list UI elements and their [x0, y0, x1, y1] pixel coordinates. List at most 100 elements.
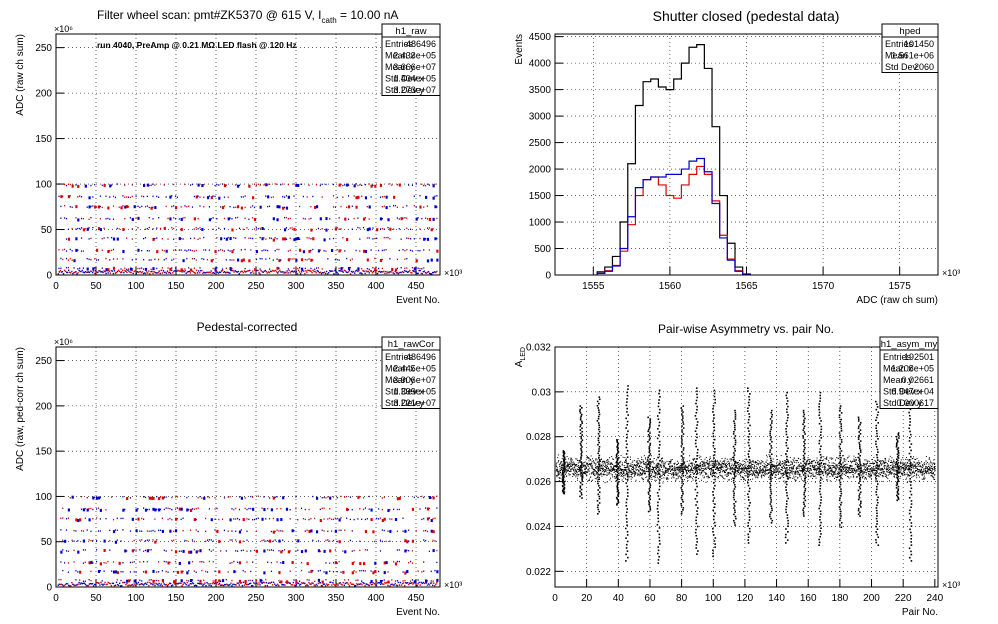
data-point: [801, 471, 803, 473]
data-point: [90, 570, 92, 573]
data-point: [814, 465, 816, 467]
data-point: [193, 195, 195, 198]
data-point: [811, 462, 813, 464]
data-point: [238, 227, 241, 230]
data-point: [434, 540, 436, 542]
data-point: [822, 462, 824, 464]
data-point: [102, 584, 104, 586]
data-point: [637, 472, 639, 474]
data-point: [577, 477, 579, 479]
data-point: [564, 473, 566, 475]
data-point: [660, 459, 662, 461]
data-point: [241, 270, 244, 273]
data-point: [569, 463, 571, 465]
data-point: [735, 475, 737, 477]
data-point: [740, 472, 742, 474]
data-point: [692, 468, 694, 470]
data-point: [289, 570, 291, 572]
data-point: [193, 217, 196, 221]
data-point: [174, 550, 178, 554]
data-point: [808, 467, 810, 469]
data-point: [135, 272, 137, 275]
data-point: [220, 270, 223, 272]
data-point: [769, 465, 771, 467]
data-point: [635, 465, 637, 467]
data-point: [791, 463, 793, 465]
data-point: [789, 467, 791, 469]
data-point: [603, 461, 605, 463]
data-point: [327, 518, 329, 520]
data-point: [156, 508, 158, 511]
data-point: [574, 469, 576, 471]
data-point: [112, 570, 116, 574]
data-point: [700, 459, 702, 461]
data-point: [242, 228, 244, 230]
data-point: [127, 579, 131, 583]
data-point: [96, 206, 98, 208]
data-point: [211, 582, 213, 585]
data-point: [276, 496, 278, 498]
data-point: [747, 471, 749, 473]
data-point: [133, 561, 135, 563]
data-point: [622, 468, 624, 470]
data-point: [115, 271, 118, 274]
data-point: [434, 195, 436, 197]
data-point: [263, 270, 265, 273]
data-point: [758, 472, 760, 474]
data-point: [310, 238, 312, 240]
data-point: [685, 469, 687, 471]
data-point: [615, 475, 617, 477]
data-point: [802, 466, 804, 468]
data-point: [259, 578, 262, 582]
data-point: [724, 474, 726, 476]
data-point: [368, 268, 370, 271]
data-point: [392, 272, 394, 274]
data-point: [618, 469, 620, 471]
data-point: [254, 582, 256, 585]
data-point: [341, 270, 343, 272]
data-point: [351, 508, 353, 511]
data-point: [267, 561, 269, 563]
data-point: [742, 477, 744, 479]
data-point: [610, 470, 612, 472]
data-point: [732, 471, 734, 473]
data-point: [325, 270, 328, 273]
x-tick-label: 200: [863, 593, 880, 604]
data-point: [755, 465, 757, 467]
data-point: [794, 473, 796, 475]
y-tick-label: 150: [35, 447, 52, 458]
data-point: [738, 469, 740, 471]
data-point: [370, 518, 373, 522]
data-point: [686, 466, 688, 468]
data-point: [111, 184, 113, 186]
data-point: [584, 470, 586, 472]
data-point: [812, 477, 814, 479]
data-point: [810, 469, 812, 471]
data-point: [133, 583, 135, 585]
data-point: [299, 266, 301, 269]
data-point: [666, 478, 668, 480]
data-point: [575, 471, 577, 473]
data-point: [643, 460, 645, 462]
data-point: [160, 583, 162, 585]
data-point: [112, 248, 115, 251]
data-point: [611, 462, 613, 464]
data-point: [565, 469, 567, 471]
data-point: [163, 508, 165, 511]
data-point: [117, 584, 120, 587]
data-point: [90, 259, 92, 261]
data-point: [574, 464, 576, 466]
data-point: [107, 217, 109, 220]
data-point: [720, 463, 722, 465]
data-point: [332, 562, 335, 564]
data-point: [122, 228, 125, 232]
data-point: [576, 465, 578, 467]
data-point: [75, 205, 78, 209]
data-point: [190, 508, 193, 512]
data-point: [406, 549, 408, 552]
data-point: [139, 549, 141, 551]
data-point: [590, 462, 592, 464]
data-point: [233, 560, 235, 563]
data-point: [60, 583, 63, 586]
data-point: [721, 471, 723, 473]
